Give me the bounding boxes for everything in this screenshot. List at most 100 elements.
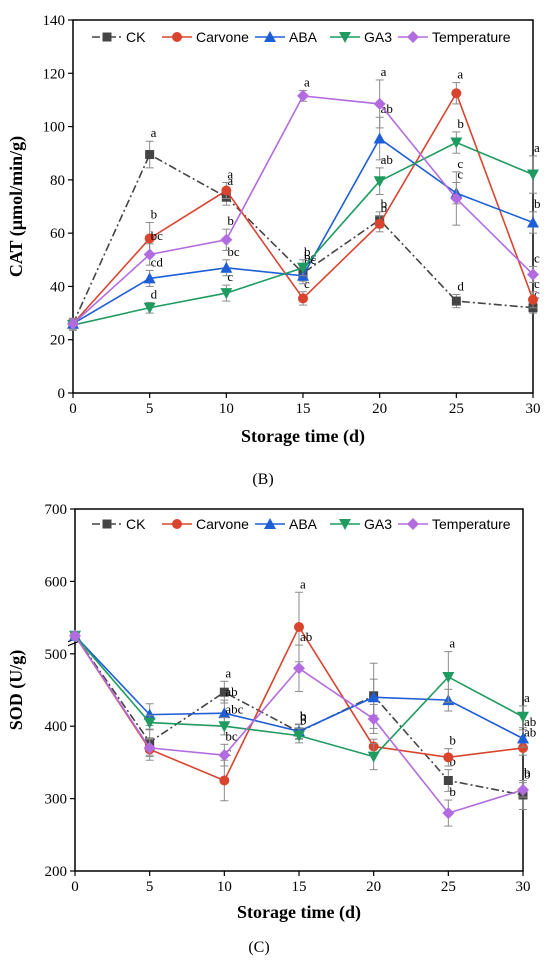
significance-label: b [227,213,234,228]
significance-label: b [381,200,388,215]
data-point [450,137,463,149]
data-point [451,296,461,306]
data-point [218,749,231,762]
y-tick-label: 120 [43,66,66,82]
data-point [297,89,309,102]
data-point [518,742,528,753]
data-point [367,691,380,703]
significance-label: ab [524,725,536,740]
significance-label: b [151,206,158,221]
significance-label: b [300,709,307,724]
significance-label: b [304,244,311,259]
significance-label: d [151,286,158,301]
x-axis-title: Storage time (d) [237,902,361,923]
figure-caption: (C) [248,939,269,956]
significance-label: bc [227,244,240,259]
legend-label: ABA [289,516,318,532]
legend-marker [264,518,276,529]
data-point [373,132,386,144]
x-tick-label: 5 [146,401,154,417]
series-carvone: b a c b a c [68,67,540,330]
legend-label: Temperature [432,29,511,45]
significance-label: b [524,765,531,780]
y-tick-label: 600 [45,574,68,590]
y-axis-title: CAT (µmol/min/g) [6,136,27,277]
data-point [374,218,385,229]
significance-label: c [457,156,463,171]
significance-label: c [534,250,540,265]
significance-label: bc [225,728,238,743]
data-point [528,294,538,305]
data-point [143,272,156,284]
data-point [218,707,231,719]
significance-label: cd [151,254,164,269]
data-point [527,216,539,228]
x-tick-label: 15 [296,401,311,417]
data-point [297,262,309,274]
data-point [220,288,233,300]
legend-label: Temperature [432,516,511,532]
y-tick-label: 40 [50,279,65,295]
y-tick-label: 500 [45,647,68,663]
x-tick-label: 10 [219,401,234,417]
data-point [442,807,455,820]
data-point [69,629,81,642]
chart-panel-b: 0 20 40 60 80 100 120 140 0 5 10 15 20 25 30 Storage ti… [6,13,541,488]
significance-label: b [449,754,456,769]
data-point [373,176,386,188]
significance-label: a [381,64,387,79]
y-tick-label: 20 [50,333,65,349]
legend-label: CK [126,516,146,532]
legend-marker [407,31,419,43]
series-aba: abb ab [69,629,536,748]
y-tick-label: 400 [45,719,68,735]
x-tick-label: 30 [526,401,541,417]
y-tick-label: 60 [50,226,65,242]
significance-label: a [449,636,455,651]
x-tick-label: 10 [217,879,232,895]
data-point [517,732,529,744]
legend-label: ABA [289,29,318,45]
data-point [293,662,305,675]
significance-label: ab [300,629,312,644]
legend-marker [102,32,112,42]
data-point [442,671,455,683]
legend-marker [102,519,112,529]
significance-label: b [381,196,388,211]
data-point [220,233,233,246]
significance-label: c [534,276,540,291]
series-line [72,91,534,325]
legend-marker [339,32,351,43]
significance-label: d [457,278,464,293]
data-point [451,88,462,99]
data-point [443,752,454,763]
data-point [450,192,463,205]
legend-marker [339,519,351,530]
significance-label: b [534,196,541,211]
x-tick-label: 0 [71,879,79,895]
significance-label: b [449,733,456,748]
significance-label: a [524,690,530,705]
significance-label: a [227,167,233,182]
legend-label: Carvone [196,29,249,45]
data-point [367,751,380,763]
figure-caption: (B) [252,471,273,488]
legend: CK Carvone ABA GA3 Temperature [92,516,511,532]
y-tick-label: 80 [50,173,65,189]
significance-label: ab [381,152,393,167]
significance-label: bc [304,249,317,264]
y-tick-label: 0 [58,386,66,402]
data-point [144,233,155,244]
significance-label: b [300,712,307,727]
legend-label: CK [126,29,146,45]
data-point [517,711,529,723]
significance-label: b [300,708,307,723]
x-tick-label: 0 [69,401,77,417]
data-point [143,741,156,754]
data-point [219,687,229,697]
data-point [221,185,232,196]
significance-label: ab [524,714,536,729]
